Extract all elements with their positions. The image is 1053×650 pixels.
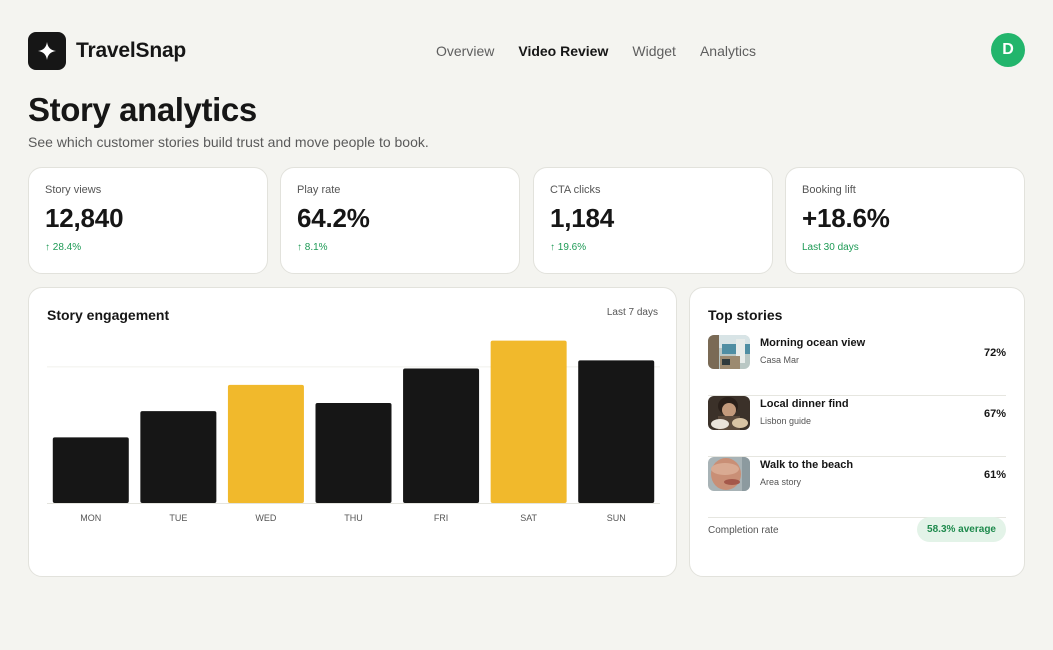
story-thumbnail <box>708 335 750 369</box>
story-item[interactable]: Local dinner find Lisbon guide 67% <box>708 396 1006 457</box>
bar-thu[interactable] <box>315 402 392 503</box>
story-title: Morning ocean view <box>760 337 866 349</box>
kpi-label: Booking lift <box>802 184 856 196</box>
top-header: TravelSnap Overview Video Review Widget … <box>28 32 1025 70</box>
tick-label-sat: SAT <box>520 513 537 523</box>
engagement-chart: MON TUE WED THU FRI SAT SUN <box>47 340 660 523</box>
brand-name: TravelSnap <box>76 39 187 62</box>
brand[interactable]: TravelSnap <box>28 32 186 70</box>
kpi-label: CTA clicks <box>550 184 601 196</box>
story-subtitle: Area story <box>760 477 802 487</box>
kpi-card-play-rate: Play rate 64.2% ↑ 8.1% <box>280 167 520 274</box>
tick-label-wed: WED <box>255 513 276 523</box>
kpi-value: 1,184 <box>550 203 615 233</box>
nav-video-review[interactable]: Video Review <box>518 43 609 59</box>
tick-label-tue: TUE <box>169 513 187 523</box>
kpi-value: 12,840 <box>45 203 124 233</box>
story-item[interactable]: Walk to the beach Area story 61% <box>708 457 1006 518</box>
kpi-delta: ↑ 28.4% <box>45 242 82 253</box>
kpi-label: Story views <box>45 184 102 196</box>
nav-widget[interactable]: Widget <box>632 43 676 59</box>
page-subtitle: See which customer stories build trust a… <box>28 134 429 150</box>
story-subtitle: Lisbon guide <box>760 416 812 426</box>
kpi-value: +18.6% <box>802 203 890 233</box>
story-subtitle: Casa Mar <box>760 355 800 365</box>
engagement-range: Last 7 days <box>606 307 658 318</box>
kpi-delta: ↑ 8.1% <box>297 242 328 253</box>
bar-sat[interactable] <box>490 340 567 503</box>
kpi-card-booking-lift: Booking lift +18.6% Last 30 days <box>785 167 1025 274</box>
nav-overview[interactable]: Overview <box>436 43 495 59</box>
tick-label-mon: MON <box>80 513 101 523</box>
story-item[interactable]: Morning ocean view Casa Mar 72% <box>708 335 1006 396</box>
bar-sun[interactable] <box>578 360 655 503</box>
kpi-delta: ↑ 19.6% <box>550 242 587 253</box>
story-percent: 72% <box>983 347 1006 359</box>
tick-label-thu: THU <box>344 513 363 523</box>
story-thumbnail <box>708 457 750 491</box>
kpi-card-story-views: Story views 12,840 ↑ 28.4% <box>28 167 268 274</box>
top-stories-title: Top stories <box>708 307 783 323</box>
kpi-card-cta-clicks: CTA clicks 1,184 ↑ 19.6% <box>533 167 773 274</box>
kpi-label: Play rate <box>297 184 341 196</box>
nav-analytics[interactable]: Analytics <box>699 43 756 59</box>
top-stories-card: Top stories Morning ocean view Casa Mar … <box>689 287 1025 577</box>
story-percent: 67% <box>983 408 1006 420</box>
completion-badge: 58.3% average <box>917 517 1006 542</box>
engagement-title: Story engagement <box>47 307 170 323</box>
engagement-card: MON TUE WED THU FRI SAT SUN Story engagement L… <box>28 287 677 577</box>
bar-tue[interactable] <box>140 411 217 503</box>
tick-label-fri: FRI <box>434 513 449 523</box>
story-title: Walk to the beach <box>760 459 854 471</box>
story-title: Local dinner find <box>760 398 849 410</box>
bar-fri[interactable] <box>403 368 480 503</box>
story-percent: 61% <box>983 469 1006 481</box>
kpi-value: 64.2% <box>297 203 370 233</box>
main-nav: Overview Video Review Widget Analytics <box>436 43 780 59</box>
kpi-delta: Last 30 days <box>802 242 859 253</box>
sparkle-icon <box>28 32 66 70</box>
page-title: Story analytics <box>28 91 257 128</box>
bar-wed[interactable] <box>227 384 304 503</box>
completion-label: Completion rate <box>708 525 779 536</box>
kpi-row: Story views 12,840 ↑ 28.4% Play rate 64.… <box>28 167 1025 274</box>
bar-mon[interactable] <box>52 437 129 503</box>
tick-label-sun: SUN <box>607 513 626 523</box>
story-thumbnail <box>708 396 750 430</box>
avatar[interactable]: D <box>991 33 1025 67</box>
